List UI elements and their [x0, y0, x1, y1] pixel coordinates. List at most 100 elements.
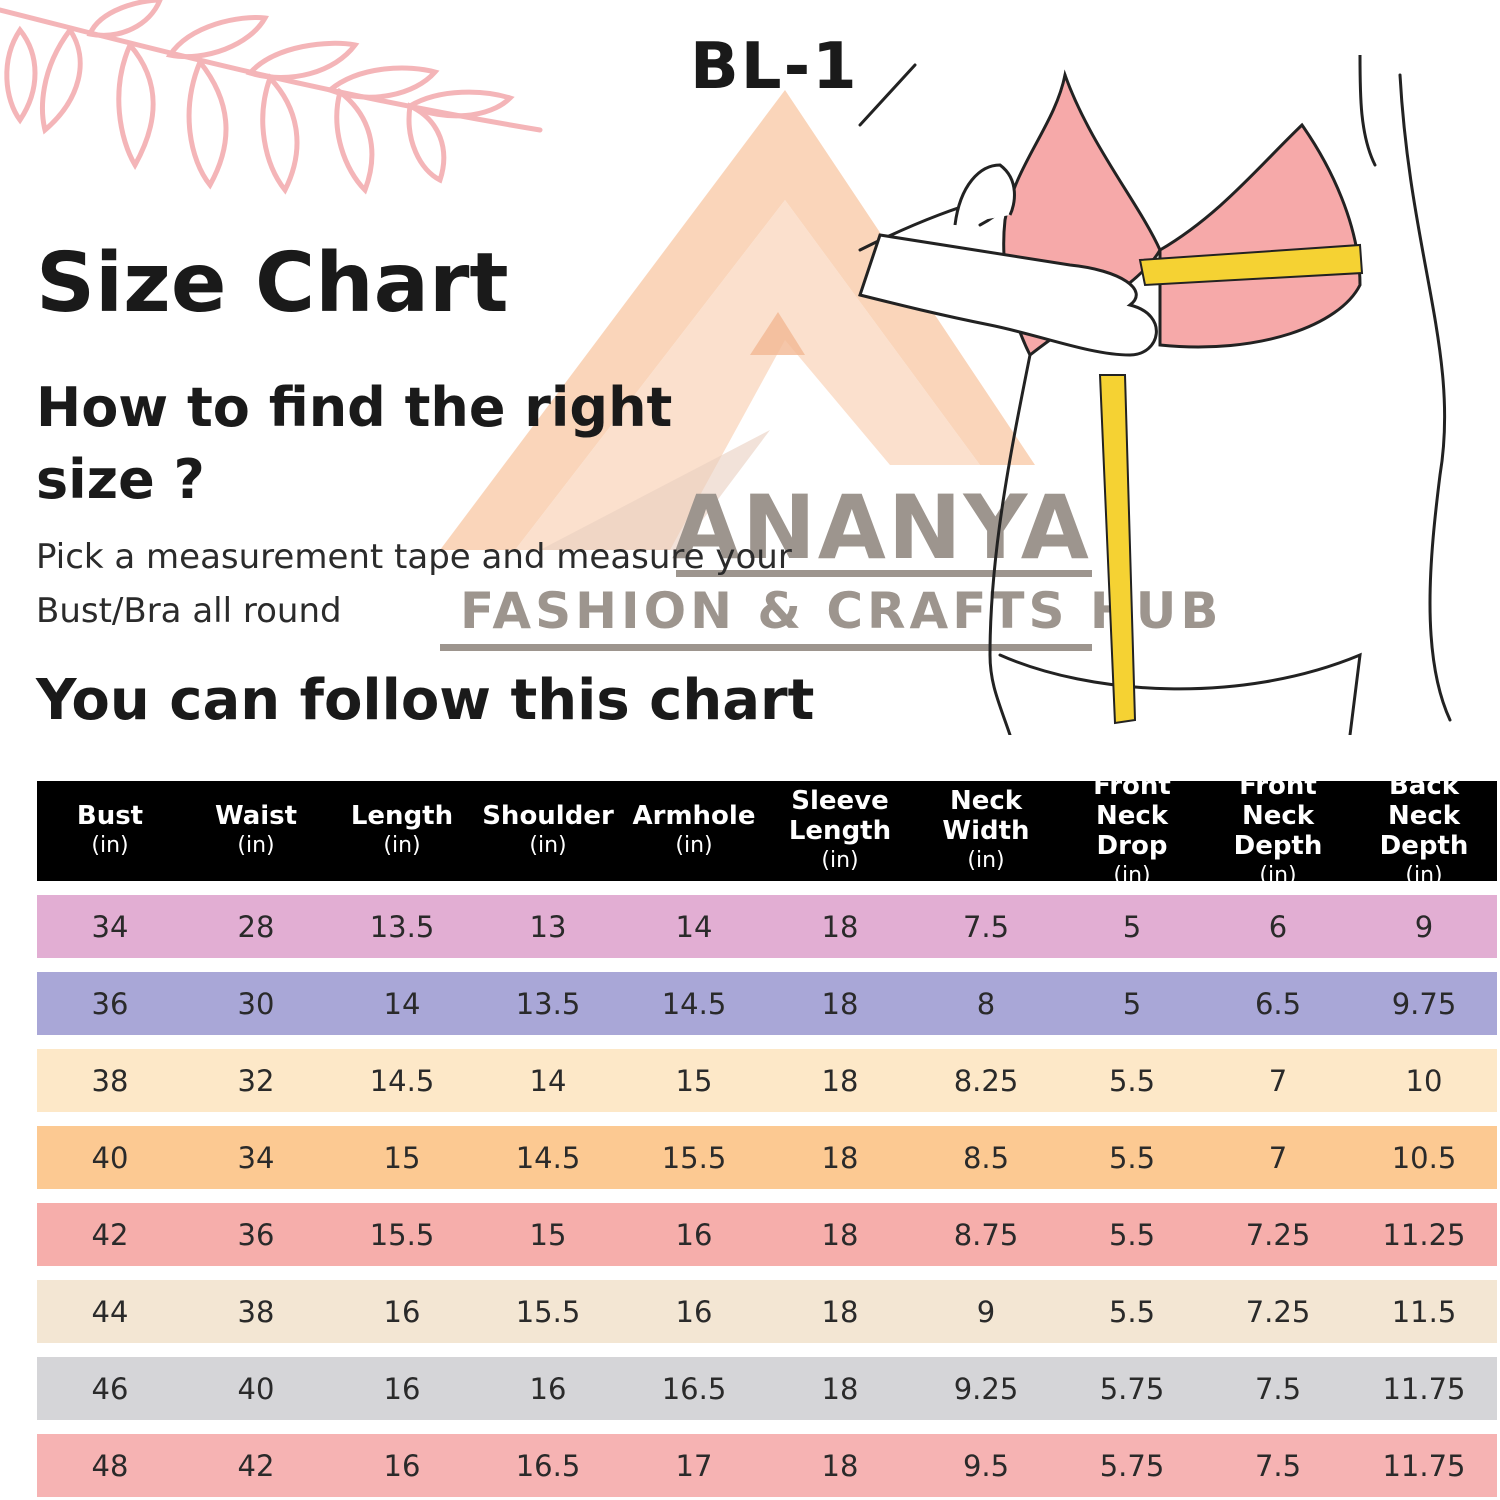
table-cell: 16.5 — [661, 1371, 727, 1406]
table-cell: 11.75 — [1382, 1371, 1466, 1406]
table-cell: 7.5 — [1254, 1371, 1302, 1406]
table-cell: 5.5 — [1108, 1294, 1156, 1329]
column-header-name: Length — [350, 801, 454, 831]
column-header-name: Armhole — [632, 801, 756, 831]
table-cell: 13.5 — [369, 909, 435, 944]
table-cell: 18 — [821, 1371, 859, 1406]
table-cell: 5 — [1122, 909, 1142, 944]
table-cell: 7 — [1268, 1140, 1288, 1175]
table-cell: 16 — [675, 1217, 713, 1252]
table-cell: 16 — [383, 1371, 421, 1406]
table-cell: 15.5 — [661, 1140, 727, 1175]
table-cell: 5.75 — [1099, 1448, 1165, 1483]
column-header: Length (in) — [329, 781, 475, 881]
table-cell: 40 — [91, 1140, 129, 1175]
table-cell: 8 — [976, 986, 996, 1021]
table-cell: 15 — [529, 1217, 567, 1252]
watermark-line-top — [676, 570, 1092, 577]
column-header-name: Bust — [76, 801, 144, 831]
table-cell: 9.5 — [962, 1448, 1010, 1483]
table-row: 42 36 15.5 15 16 18 8.75 5.5 7.25 11.25 — [37, 1203, 1497, 1266]
table-cell: 48 — [91, 1448, 129, 1483]
table-cell: 18 — [821, 1217, 859, 1252]
table-cell: 17 — [675, 1448, 713, 1483]
table-cell: 5.5 — [1108, 1063, 1156, 1098]
column-header-name: Front Neck Drop — [1093, 771, 1171, 861]
column-header: Front Neck Drop (in) — [1059, 771, 1205, 888]
table-row: 46 40 16 16 16.5 18 9.25 5.75 7.5 11.75 — [37, 1357, 1497, 1420]
table-cell: 16 — [383, 1294, 421, 1329]
column-header-unit: (in) — [1113, 863, 1151, 888]
table-cell: 32 — [237, 1063, 275, 1098]
table-row: 36 30 14 13.5 14.5 18 8 5 6.5 9.75 — [37, 972, 1497, 1035]
leaves-decoration-icon — [0, 0, 543, 195]
chart-intro: You can follow this chart — [36, 668, 815, 733]
table-cell: 38 — [91, 1063, 129, 1098]
column-header: Bust (in) — [37, 781, 183, 881]
watermark-line-bottom — [440, 644, 1092, 651]
table-cell: 18 — [821, 1140, 859, 1175]
table-cell: 16.5 — [515, 1448, 581, 1483]
table-cell: 7.25 — [1245, 1217, 1311, 1252]
table-cell: 34 — [237, 1140, 275, 1175]
table-cell: 14.5 — [661, 986, 727, 1021]
column-header: Back Neck Depth (in) — [1351, 771, 1497, 888]
table-row: 38 32 14.5 14 15 18 8.25 5.5 7 10 — [37, 1049, 1497, 1112]
column-header-unit: (in) — [1405, 863, 1443, 888]
table-cell: 8.25 — [953, 1063, 1019, 1098]
product-code: BL-1 — [690, 30, 859, 104]
section-subtitle: How to find the right size ? — [36, 376, 673, 511]
column-header-name: Shoulder — [482, 801, 614, 831]
table-cell: 9 — [1414, 909, 1434, 944]
table-row: 48 42 16 16.5 17 18 9.5 5.75 7.5 11.75 — [37, 1434, 1497, 1497]
column-header: Armhole (in) — [621, 781, 767, 881]
table-cell: 38 — [237, 1294, 275, 1329]
column-header-unit: (in) — [675, 833, 713, 858]
column-header-name: Back Neck Depth — [1379, 771, 1469, 861]
table-cell: 8.5 — [962, 1140, 1010, 1175]
column-header-unit: (in) — [91, 833, 129, 858]
table-cell: 5.5 — [1108, 1217, 1156, 1252]
table-cell: 18 — [821, 986, 859, 1021]
column-header-unit: (in) — [967, 848, 1005, 873]
table-cell: 6 — [1268, 909, 1288, 944]
table-cell: 11.75 — [1382, 1448, 1466, 1483]
table-cell: 18 — [821, 909, 859, 944]
table-cell: 14.5 — [369, 1063, 435, 1098]
table-cell: 40 — [237, 1371, 275, 1406]
table-cell: 5.75 — [1099, 1371, 1165, 1406]
table-cell: 13 — [529, 909, 567, 944]
table-cell: 42 — [91, 1217, 129, 1252]
column-header: Shoulder (in) — [475, 781, 621, 881]
table-cell: 6.5 — [1254, 986, 1302, 1021]
table-cell: 15.5 — [369, 1217, 435, 1252]
table-row: 34 28 13.5 13 14 18 7.5 5 6 9 — [37, 895, 1497, 958]
table-cell: 14 — [675, 909, 713, 944]
column-header-unit: (in) — [529, 833, 567, 858]
table-cell: 15 — [675, 1063, 713, 1098]
column-header: Neck Width (in) — [913, 781, 1059, 881]
table-cell: 10.5 — [1391, 1140, 1457, 1175]
table-row: 44 38 16 15.5 16 18 9 5.5 7.25 11.5 — [37, 1280, 1497, 1343]
table-cell: 7.25 — [1245, 1294, 1311, 1329]
table-cell: 8.75 — [953, 1217, 1019, 1252]
table-cell: 7.5 — [962, 909, 1010, 944]
table-body: 34 28 13.5 13 14 18 7.5 5 6 9 36 30 14 13.5 14.5 18 8 5 6.… — [37, 895, 1497, 1497]
table-header: Bust (in) Waist (in) Length (in) Shoulder (in) A… — [37, 771, 1497, 888]
table-cell: 18 — [821, 1294, 859, 1329]
column-header: Waist (in) — [183, 781, 329, 881]
bust-measuring-illustration-icon — [858, 55, 1452, 735]
table-cell: 15 — [383, 1140, 421, 1175]
table-cell: 14.5 — [515, 1140, 581, 1175]
table-cell: 11.5 — [1391, 1294, 1457, 1329]
table-cell: 18 — [821, 1448, 859, 1483]
table-cell: 16 — [383, 1448, 421, 1483]
table-cell: 9 — [976, 1294, 996, 1329]
column-header-unit: (in) — [383, 833, 421, 858]
table-cell: 18 — [821, 1063, 859, 1098]
column-header-name: Sleeve Length — [788, 786, 892, 846]
table-cell: 14 — [529, 1063, 567, 1098]
table-cell: 5 — [1122, 986, 1142, 1021]
table-cell: 10 — [1405, 1063, 1443, 1098]
table-cell: 9.75 — [1391, 986, 1457, 1021]
